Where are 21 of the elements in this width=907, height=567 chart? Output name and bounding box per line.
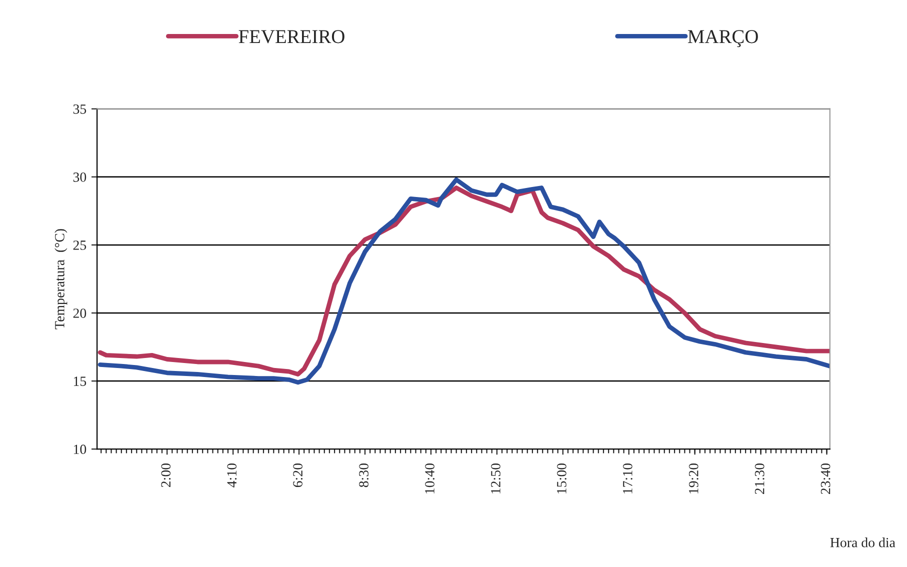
y-axis-title: Temperatura (°C) (54, 229, 68, 330)
legend-label: FEVEREIRO (238, 30, 344, 44)
y-tick-label: 30 (73, 172, 86, 182)
y-tick-label: 35 (73, 104, 86, 114)
y-tick-label: 25 (73, 240, 86, 250)
x-tick-label: 12:50 (491, 463, 500, 494)
x-tick-label: 6:20 (293, 463, 303, 488)
legend-label: MARÇO (688, 30, 758, 48)
y-tick-label: 10 (74, 444, 86, 454)
x-tick-label: 15:00 (556, 463, 566, 494)
y-tick-label: 20 (73, 308, 86, 318)
x-tick-label: 10:40 (425, 463, 434, 494)
x-tick-label: 4:10 (227, 463, 237, 488)
x-tick-label: 2:00 (161, 463, 171, 488)
x-tick-label: 17:10 (622, 463, 632, 494)
x-tick-label: 21:30 (754, 463, 764, 494)
y-tick-label: 15 (74, 376, 86, 386)
x-axis-title: Hora do dia (830, 538, 896, 548)
x-tick-label: 19:20 (688, 463, 698, 494)
x-tick-label: 23:40 (820, 463, 830, 494)
x-tick-label: 8:30 (359, 463, 369, 488)
